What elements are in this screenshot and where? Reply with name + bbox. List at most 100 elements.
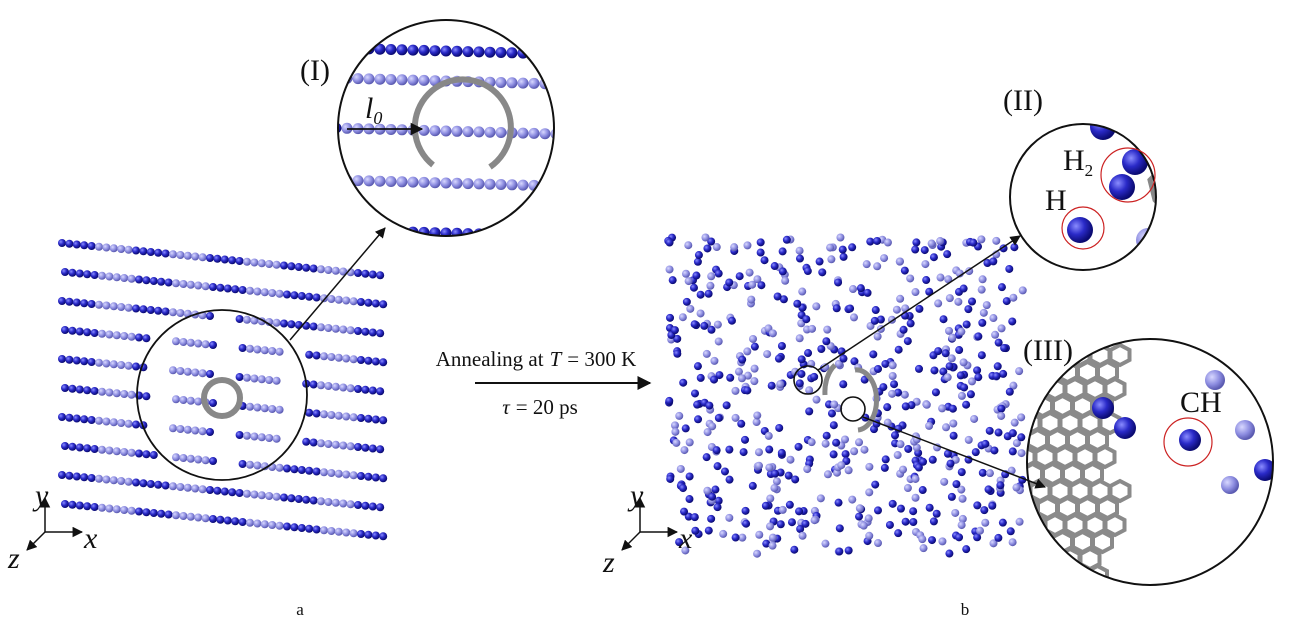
- atom: [817, 345, 825, 353]
- atom: [157, 278, 165, 286]
- atom: [228, 488, 236, 496]
- atom: [243, 258, 251, 266]
- atom: [369, 387, 377, 395]
- atom: [265, 434, 273, 442]
- atom: [172, 511, 180, 519]
- atom: [184, 426, 192, 434]
- atom: [934, 299, 942, 307]
- atom: [985, 485, 993, 493]
- atom: [922, 276, 930, 284]
- atom: [912, 494, 920, 502]
- atom: [740, 448, 748, 456]
- inset-circle: [1027, 339, 1273, 585]
- atom: [194, 282, 202, 290]
- atom: [73, 473, 81, 481]
- atom: [98, 504, 106, 512]
- atom: [361, 328, 369, 336]
- carbon-ring: [1026, 515, 1045, 535]
- atom: [331, 225, 342, 236]
- atom: [951, 509, 959, 517]
- axis-arrow: [27, 532, 45, 550]
- atom: [206, 312, 214, 320]
- atom: [239, 460, 247, 468]
- atom: [305, 351, 313, 359]
- atom: [769, 329, 777, 337]
- atom: [856, 504, 864, 512]
- atom: [933, 510, 941, 518]
- atom: [695, 251, 703, 259]
- atom: [677, 465, 685, 473]
- atom: [787, 456, 795, 464]
- atom: [150, 451, 158, 459]
- atom: [120, 390, 128, 398]
- atom: [686, 305, 694, 313]
- atom: [755, 531, 763, 539]
- atom: [135, 334, 143, 342]
- carbon-ring: [1093, 532, 1112, 552]
- atom: [117, 245, 125, 253]
- atom: [199, 369, 207, 377]
- atom: [694, 258, 702, 266]
- atom: [889, 372, 897, 380]
- atom: [930, 517, 938, 525]
- atom: [128, 333, 136, 341]
- atom: [860, 522, 868, 530]
- atom: [873, 237, 881, 245]
- atom: [540, 48, 551, 59]
- atom: [943, 250, 951, 258]
- atom: [711, 486, 719, 494]
- atom: [283, 291, 291, 299]
- atom: [313, 352, 321, 360]
- atom: [994, 534, 1002, 542]
- atom: [276, 522, 284, 530]
- atom: [419, 45, 430, 56]
- atom: [779, 506, 787, 514]
- atom: [91, 503, 99, 511]
- atom: [117, 477, 125, 485]
- atom: [1005, 265, 1013, 273]
- atom: [904, 484, 912, 492]
- atom: [714, 462, 722, 470]
- atom: [372, 416, 380, 424]
- atom: [430, 45, 441, 56]
- atom: [714, 503, 722, 511]
- atom: [805, 407, 813, 415]
- atom: [302, 496, 310, 504]
- atom: [295, 263, 303, 271]
- atom: [268, 405, 276, 413]
- atom: [139, 479, 147, 487]
- atom: [364, 473, 372, 481]
- atom: [58, 355, 66, 363]
- atom: [507, 77, 518, 88]
- atom: [142, 334, 150, 342]
- text: H: [1063, 144, 1085, 177]
- atom: [339, 326, 347, 334]
- inset-label: (II): [1003, 84, 1043, 117]
- atom: [919, 486, 927, 494]
- atom: [507, 179, 518, 190]
- atom: [1011, 419, 1019, 427]
- symbol: T: [550, 347, 563, 371]
- atom: [798, 288, 806, 296]
- atom: [955, 533, 963, 541]
- atom: [441, 178, 452, 189]
- atom: [925, 422, 933, 430]
- atom: [379, 416, 387, 424]
- atom: [120, 448, 128, 456]
- atom: [372, 532, 380, 540]
- atom: [860, 446, 868, 454]
- atom: [176, 309, 184, 317]
- atom: [310, 265, 318, 273]
- atom: [73, 299, 81, 307]
- atom: [889, 361, 897, 369]
- atom: [162, 482, 170, 490]
- atom: [1235, 420, 1255, 440]
- atom: [361, 502, 369, 510]
- atom: [102, 476, 110, 484]
- atom: [691, 389, 699, 397]
- carbon-ring: [1021, 549, 1040, 569]
- atom: [778, 342, 786, 350]
- atom: [769, 542, 777, 550]
- atom: [276, 406, 284, 414]
- atom: [187, 513, 195, 521]
